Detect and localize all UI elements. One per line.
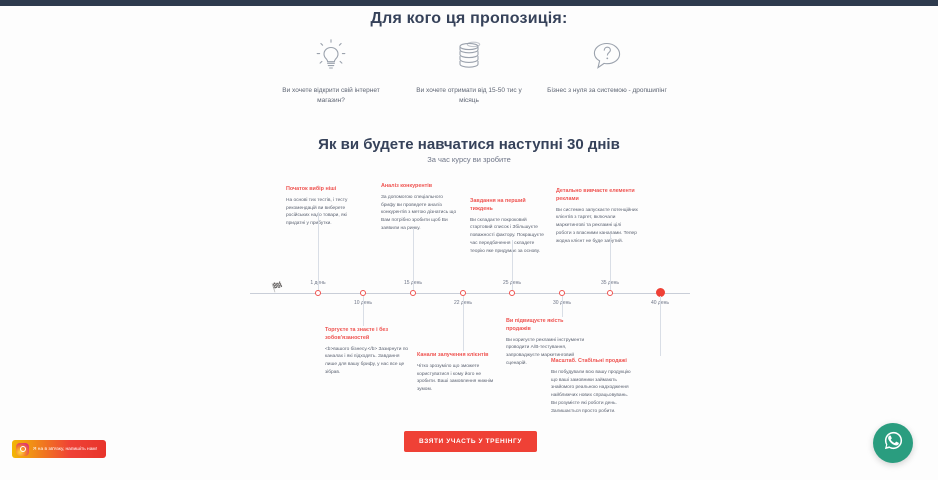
offer-caption-3: Бізнес з нуля за системою - дропшипінг [547, 87, 667, 94]
block-heading: Аналіз конкурентів [381, 183, 433, 189]
block-body: Ви побудували всю вашу продукцію що ваші… [551, 369, 631, 414]
timeline-tick-6[interactable] [559, 290, 565, 296]
timeline-tick-7[interactable] [607, 290, 613, 296]
block-body: Ви коригуєте рекламні інструменти провод… [506, 337, 585, 366]
top-dark-bar [0, 0, 938, 6]
block-body: На основі тих тестів, і тесту рекомендац… [286, 197, 348, 227]
block-heading: Торгуєте та знаєте і без зобов'язаностей [325, 327, 389, 341]
roadmap-subtitle: За час курсу ви зробите [427, 155, 511, 164]
stem [318, 212, 319, 290]
offer-columns: Ви хочете відкрити свій інтернет магазин… [269, 34, 669, 106]
block-body: Ви складаєте покроковий стартовий список… [470, 217, 544, 254]
roadmap-block-bottom-4: Масштаб. Стабільні продажі Ви побудували… [551, 358, 631, 415]
block-body: <b>вашого бізнесу.</b> Зазирнути по кана… [325, 346, 409, 375]
roadmap-block-top-2: Аналіз конкурентів За допомогою спеціаль… [381, 183, 457, 233]
offer-column-2: Ви хочете отримати від 15-50 тис у місяц… [407, 34, 531, 106]
stem [512, 240, 513, 290]
roadmap-block-bottom-1: Торгуєте та знаєте і без зобов'язаностей… [325, 327, 409, 377]
stem [363, 296, 364, 326]
block-body: Чітко зрозуміло що зможете користуватися… [417, 363, 494, 393]
block-body: Ви системно запускаєте потенційних клієн… [556, 207, 638, 244]
block-heading: Канали залучення клієнтів [417, 352, 489, 358]
offer-section-title: Для кого ця пропозиція: [370, 10, 568, 27]
timeline-tick-4[interactable] [460, 290, 466, 296]
block-heading: Масштаб. Стабільні продажі [551, 358, 627, 364]
roadmap-block-top-3: Завдання на перший тиждень Ви складаєте … [470, 198, 546, 255]
block-heading: Завдання на перший тиждень [470, 198, 526, 212]
roadmap-block-bottom-3: Ви підвищуєте якість продажів Ви коригує… [506, 318, 586, 368]
instagram-chat-badge[interactable]: Я на в зв'язку, напишіть нам! [12, 440, 107, 458]
roadmap-block-top-1: Початок вибір ніші На основі тих тестів,… [286, 186, 360, 228]
timeline-tick-5[interactable] [509, 290, 515, 296]
timeline-tick-2[interactable] [360, 290, 366, 296]
instagram-icon [16, 442, 29, 456]
stem [413, 228, 414, 290]
flag-icon: 🏁 [270, 280, 285, 294]
block-body: За допомогою спеціального брифу ви прове… [381, 194, 457, 231]
whatsapp-float-button[interactable] [873, 423, 913, 463]
stem [562, 296, 563, 317]
offer-column-1: Ви хочете відкрити свій інтернет магазин… [269, 34, 393, 106]
roadmap-block-bottom-2: Канали залучення клієнтів Чітко зрозуміл… [417, 352, 497, 394]
timeline-axis [250, 293, 690, 294]
stem [660, 296, 661, 356]
timeline-tick-3[interactable] [410, 290, 416, 296]
stem [463, 296, 464, 351]
block-heading: Ви підвищуєте якість продажів [506, 318, 564, 332]
timeline-tick-1[interactable] [315, 290, 321, 296]
stem [610, 234, 611, 290]
lightbulb-icon [269, 34, 393, 78]
coins-stack-icon [407, 34, 531, 78]
roadmap-block-top-4: Детально вивчаєте елементи реклами Ви си… [556, 188, 638, 245]
offer-caption-2: Ви хочете отримати від 15-50 тис у місяц… [416, 87, 522, 105]
join-training-button[interactable]: ВЗЯТИ УЧАСТЬ У ТРЕНІНГУ [404, 431, 537, 452]
block-heading: Детально вивчаєте елементи реклами [556, 188, 635, 202]
roadmap-title: Як ви будете навчатися наступні 30 днів [318, 136, 620, 153]
offer-caption-1: Ви хочете відкрити свій інтернет магазин… [282, 87, 380, 105]
offer-column-3: Бізнес з нуля за системою - дропшипінг [545, 34, 669, 106]
instagram-badge-label: Я на в зв'язку, напишіть нам! [33, 446, 98, 452]
block-heading: Початок вибір ніші [286, 186, 337, 192]
whatsapp-phone-icon [883, 430, 904, 456]
question-bubble-icon [545, 34, 669, 78]
